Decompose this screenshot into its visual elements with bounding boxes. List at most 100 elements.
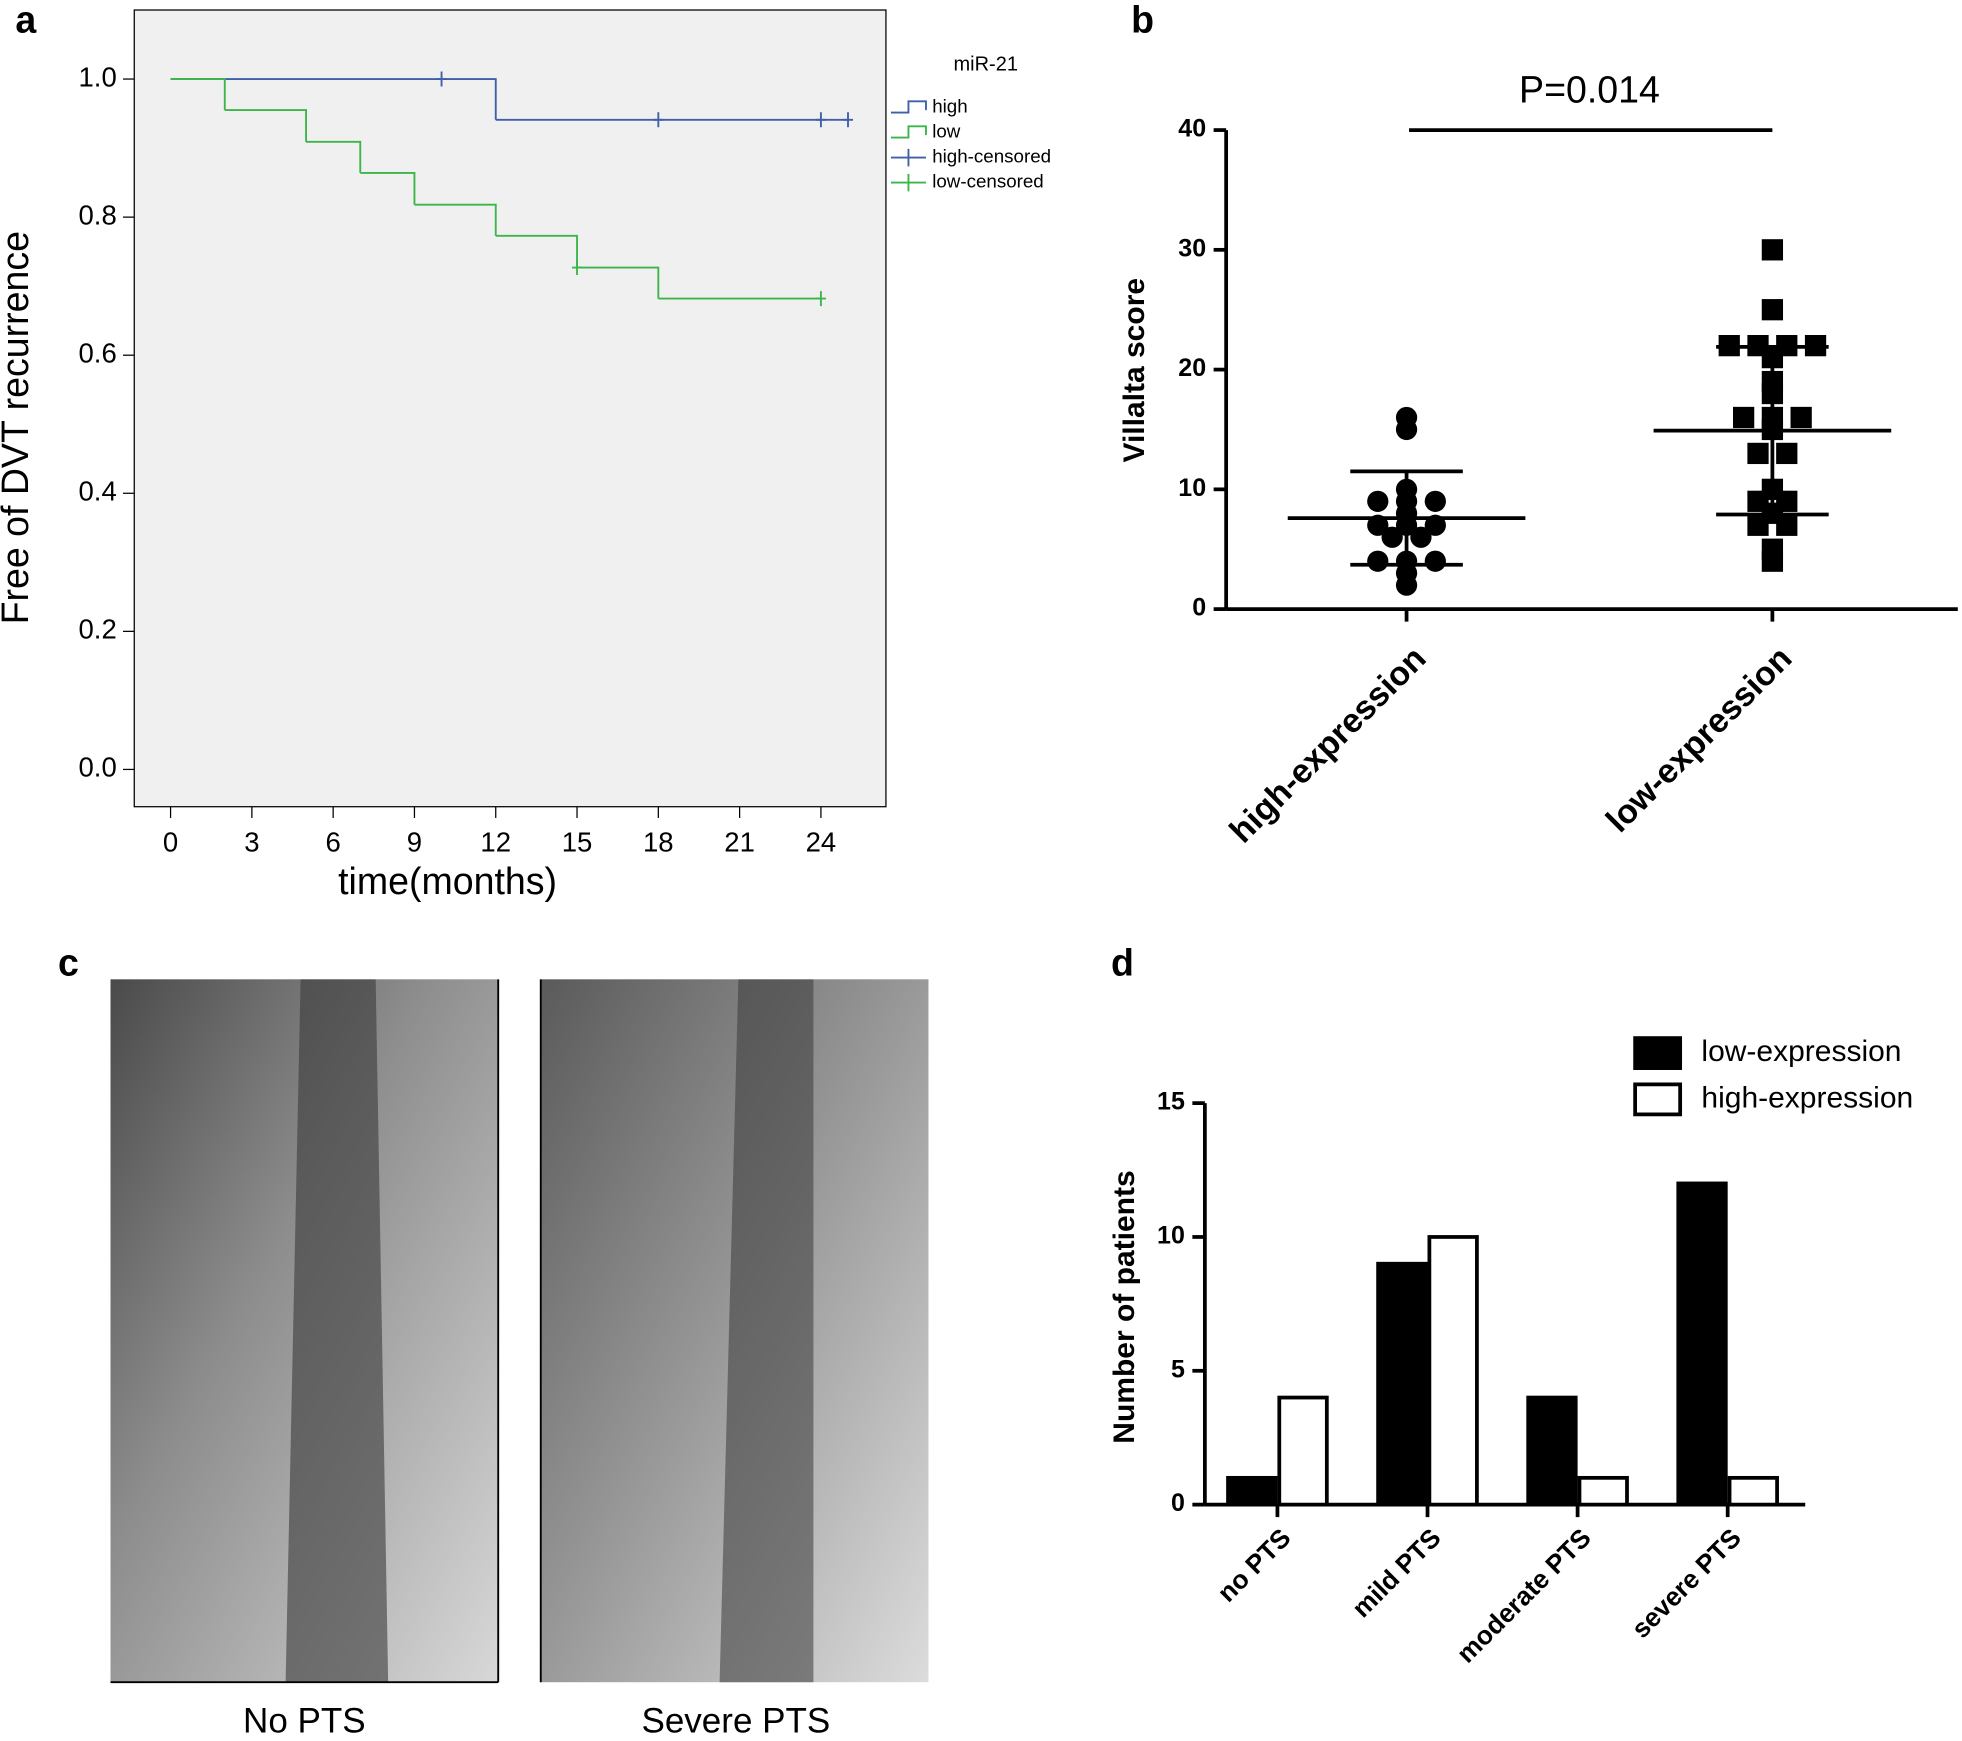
data-point [1761, 239, 1784, 261]
y-axis-label: Free of DVT recurrence [0, 231, 36, 624]
data-point [1732, 406, 1755, 429]
y-tick-label: 0.2 [79, 614, 117, 645]
legend-label: high-expression [1701, 1081, 1913, 1114]
error-bar [1350, 469, 1463, 567]
x-tick-label: no PTS [1211, 1523, 1296, 1608]
panel-label: d [1111, 941, 1134, 983]
x-tick-label: 12 [480, 827, 511, 858]
survival-step [495, 234, 578, 268]
legend-label: high [932, 96, 967, 117]
survival-step [414, 203, 497, 236]
error-bar [1716, 344, 1829, 517]
x-axis-label: time(months) [338, 860, 557, 902]
y-tick-label: 30 [1178, 234, 1206, 262]
data-point [1424, 550, 1446, 572]
bar [1727, 1475, 1779, 1507]
panel-label: b [1131, 0, 1154, 40]
image-caption: No PTS [243, 1702, 366, 1741]
data-point [1424, 490, 1446, 512]
bar [1277, 1395, 1329, 1507]
y-tick-label: 0.6 [79, 337, 117, 368]
data-point [1395, 418, 1418, 441]
legend-swatch [1633, 1036, 1683, 1070]
panel-label: c [58, 941, 79, 983]
data-point [1381, 526, 1403, 548]
legend-label: low-censored [932, 171, 1044, 192]
survival-step [170, 78, 226, 111]
x-tick-label: 15 [562, 827, 593, 858]
y-tick-label: 15 [1157, 1088, 1185, 1116]
data-point [1776, 514, 1798, 536]
survival-step [577, 266, 660, 299]
y-tick-label: 40 [1178, 115, 1206, 143]
x-tick-label: 6 [326, 827, 341, 858]
x-tick-label: 9 [407, 827, 422, 858]
legend-label: high-censored [932, 146, 1051, 167]
y-tick-label: 10 [1178, 474, 1206, 502]
y-tick-label: 10 [1157, 1222, 1185, 1250]
xray-images: No PTS Severe PTS [110, 979, 929, 1741]
data-point [1747, 442, 1769, 465]
data-point [1367, 550, 1389, 572]
x-tick-label: 3 [244, 827, 259, 858]
y-tick-label: 20 [1178, 354, 1206, 382]
bar [1226, 1475, 1278, 1507]
x-tick-label: 0 [163, 827, 178, 858]
legend-label: low [932, 121, 961, 142]
y-tick-label: 5 [1171, 1355, 1185, 1383]
data-point [1410, 526, 1432, 548]
annotation: P=0.014 [1519, 68, 1660, 110]
bar [1427, 1235, 1479, 1507]
survival-step [170, 78, 497, 120]
x-tick-label: mild PTS [1346, 1523, 1447, 1624]
y-tick-label: 1.0 [79, 61, 117, 92]
data-point [1747, 514, 1769, 536]
x-tick-label: 21 [724, 827, 755, 858]
censor-mark [815, 112, 826, 128]
x-tick-label: moderate PTS [1451, 1523, 1597, 1669]
data-point [1395, 574, 1418, 596]
survival-step [360, 171, 416, 205]
image-caption: Severe PTS [641, 1702, 830, 1741]
legend-icon [890, 148, 926, 167]
panel-label: a [15, 0, 37, 40]
censor-mark [843, 112, 854, 128]
x-tick-label: high-expression [1222, 639, 1433, 850]
bone [285, 979, 389, 1683]
legend-swatch [1633, 1082, 1683, 1117]
y-axis-label: Villalta score [1118, 278, 1151, 463]
y-tick-label: 0 [1192, 594, 1206, 622]
bar [1376, 1261, 1428, 1507]
data-point [1367, 490, 1389, 512]
legend-title: miR-21 [953, 53, 1017, 75]
y-tick-label: 0.0 [79, 752, 117, 783]
survival-step [306, 140, 362, 173]
x-tick-label: 24 [806, 827, 837, 858]
x-tick-label: 18 [643, 827, 674, 858]
bar [1676, 1181, 1728, 1507]
x-tick-label: severe PTS [1626, 1523, 1747, 1644]
bone [719, 979, 814, 1683]
y-tick-label: 0.8 [79, 199, 117, 230]
censor-mark [653, 112, 664, 128]
bar [1577, 1475, 1629, 1507]
legend-icon [890, 125, 927, 139]
x-tick-label: low-expression [1599, 639, 1800, 840]
legend-label: low-expression [1701, 1035, 1901, 1068]
censor-mark [572, 260, 583, 276]
y-tick-label: 0.4 [79, 476, 117, 507]
legend-icon [890, 100, 927, 114]
plot-background [133, 9, 887, 808]
data-point [1776, 442, 1798, 465]
bar [1526, 1395, 1578, 1507]
data-point [1761, 550, 1784, 572]
survival-step [224, 109, 307, 142]
data-point [1761, 299, 1784, 321]
y-tick-label: 0 [1171, 1489, 1185, 1517]
censor-mark [815, 291, 826, 307]
censor-mark [436, 71, 447, 87]
legend-icon [890, 173, 926, 192]
y-axis-label: Number of patients [1108, 1170, 1141, 1443]
data-point [1790, 406, 1812, 429]
